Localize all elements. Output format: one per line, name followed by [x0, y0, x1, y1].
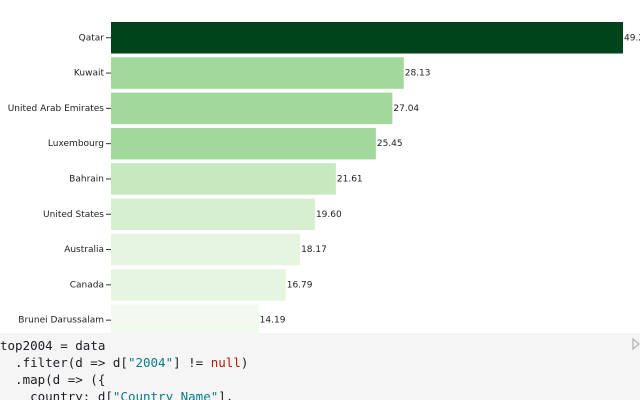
- code-editor[interactable]: top2004 = data .filter(d => d["2004"] !=…: [0, 333, 640, 400]
- code-token: country: d[: [0, 389, 113, 400]
- code-token: data: [75, 338, 106, 353]
- y-tick-label: Canada: [70, 280, 104, 290]
- bar-chart: Qatar 49.2 Kuwait 28.13 United Arab Emirates…: [8, 22, 640, 333]
- bar-australia: [111, 233, 301, 266]
- code-token: "Country Name": [112, 389, 219, 400]
- value-label: 14.19: [260, 316, 286, 326]
- bar-united-states: [111, 198, 315, 230]
- value-label: 19.60: [316, 210, 342, 220]
- code-token: ],: [218, 389, 234, 400]
- code-line: country: d["Country Name"],: [0, 388, 640, 400]
- value-label: 49.2: [624, 33, 640, 43]
- value-label: 28.13: [405, 69, 431, 79]
- code-token: top2004 =: [0, 338, 76, 353]
- y-tick-label: United States: [43, 210, 104, 220]
- y-tick-label: Qatar: [79, 33, 105, 43]
- code-token: ] !=: [173, 355, 211, 370]
- code-token: ): [240, 355, 249, 370]
- bar-brunei-darussalam: [111, 304, 259, 333]
- chart-area: Qatar 49.2 Kuwait 28.13 United Arab Emirates…: [8, 22, 640, 333]
- value-label: 25.45: [377, 139, 403, 149]
- code-token: .map(d => ({: [0, 372, 106, 387]
- y-tick-label: Luxembourg: [48, 139, 104, 149]
- y-tick-label: United Arab Emirates: [8, 104, 105, 114]
- y-tick-label: Brunei Darussalam: [18, 316, 104, 326]
- code-line: .map(d => ({: [0, 371, 640, 388]
- bar-qatar: [111, 22, 623, 54]
- bar-united-arab-emirates: [111, 92, 393, 125]
- collapse-toggle-icon[interactable]: [632, 338, 640, 350]
- value-label: 18.17: [301, 245, 327, 255]
- value-label: 27.04: [393, 104, 419, 114]
- bar-bahrain: [111, 163, 336, 195]
- code-token: "2004": [127, 355, 174, 370]
- value-label: 21.61: [337, 174, 363, 184]
- bar-kuwait: [111, 57, 404, 89]
- code-cell[interactable]: top2004 = data .filter(d => d["2004"] !=…: [0, 333, 640, 400]
- code-token: null: [210, 355, 241, 370]
- code-token: .filter(d => d[: [0, 355, 128, 370]
- y-tick-label: Australia: [64, 245, 104, 255]
- code-line: top2004 = data: [0, 337, 640, 354]
- value-label: 16.79: [287, 280, 313, 290]
- bar-luxembourg: [111, 127, 376, 160]
- bar-canada: [111, 269, 286, 301]
- y-tick-label: Kuwait: [74, 69, 105, 79]
- y-tick-label: Bahrain: [69, 174, 104, 184]
- code-line: .filter(d => d["2004"] != null): [0, 354, 640, 371]
